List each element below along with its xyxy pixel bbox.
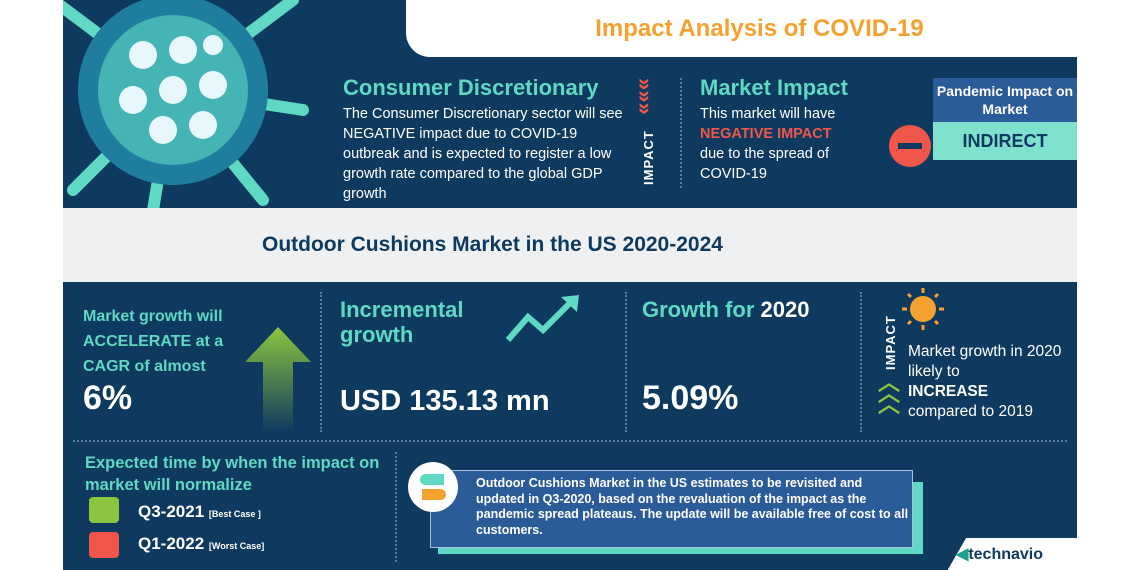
growth-2020-value: 5.09% [642,379,739,417]
best-case-date: Q3-2021 [138,502,205,521]
sector-title: Consumer Discretionary [343,75,599,100]
worst-case: Q1-2022 [Worst Case] [138,534,264,554]
negative-impact-label: NEGATIVE IMPACT [700,126,832,142]
logo-text: technavio [968,546,1043,563]
chevrons-down-icon: »»» [633,78,658,115]
worst-case-date: Q1-2022 [138,534,205,553]
impact-section: Impact Analysis of COVID-19 Consumer Dis… [63,0,1077,208]
impact-label-2: IMPACT [883,315,898,370]
growth-title-prefix: Growth for [642,297,761,322]
incremental-value: USD 135.13 mn [340,385,550,417]
minus-icon [889,125,931,167]
divider [73,440,1067,442]
divider [860,292,862,432]
growth-2020-title: Growth for 2020 [642,297,810,323]
market-impact-text: This market will have NEGATIVE IMPACT du… [700,104,870,184]
best-case: Q3-2021 [Best Case ] [138,502,261,522]
chevrons-up-icon: ︿ ︿ ︿ [878,370,901,417]
divider [680,78,682,188]
pandemic-impact-label: Pandemic Impact on Market [933,78,1077,122]
incremental-title: Incremental growth [340,297,464,347]
arrow-up-icon [245,327,311,432]
update-note: Outdoor Cushions Market in the US estima… [430,470,913,548]
sun-icon [902,288,944,330]
market-impact-line1: This market will have [700,106,836,122]
normalize-title: Expected time by when the impact on mark… [85,454,380,494]
report-title: Outdoor Cushions Market in the US 2020-2… [262,233,723,256]
pandemic-impact-value: INDIRECT [933,122,1077,160]
technavio-logo: ◀technavio [956,544,1043,564]
stats-section: Market growth will ACCELERATE at a CAGR … [63,282,1077,570]
cagr-value: 6% [83,379,133,417]
trend-up-icon [505,295,579,342]
thumbs-up-icon [89,497,119,523]
thumbs-down-icon [89,532,119,558]
market-impact-title: Market Impact [700,75,848,100]
divider [320,292,322,432]
report-title-band: Outdoor Cushions Market in the US 2020-2… [63,208,1077,282]
divider [395,452,397,562]
header-title: Impact Analysis of COVID-19 [406,0,1077,57]
divider [625,292,627,432]
market-impact-line2: due to the spread of COVID-19 [700,146,829,182]
impact-text: Market growth in 2020 likely to INCREASE… [908,342,1073,422]
best-case-tag: [Best Case ] [208,509,261,519]
worst-case-tag: [Worst Case] [208,541,265,551]
logo-mark-icon: ◀ [956,546,969,563]
impact-line2: compared to 2019 [908,403,1033,420]
increase-label: INCREASE [908,383,989,400]
sector-body: The Consumer Discretionary sector will s… [343,106,623,202]
cagr-text: Market growth will ACCELERATE at a CAGR … [83,308,224,375]
refresh-icon [408,462,458,512]
impact-line1: Market growth in 2020 likely to [908,343,1062,380]
growth-title-year: 2020 [760,297,810,322]
impact-label: IMPACT [641,130,656,185]
virus-icon [63,0,309,208]
